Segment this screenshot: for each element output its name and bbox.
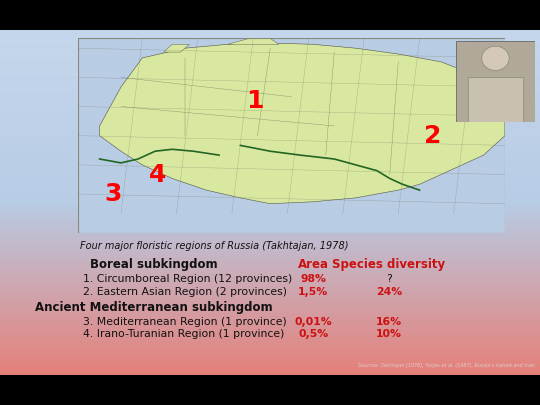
Text: 0,01%: 0,01% [294,317,332,327]
Text: 16%: 16% [376,317,402,327]
Text: 3: 3 [105,182,122,206]
Polygon shape [228,38,279,44]
Text: 4. Irano-Turanian Region (1 province): 4. Irano-Turanian Region (1 province) [83,329,284,339]
Text: Sources: Takhtajan (1978), Yurjev et al. (1987). Russia's nature and man: Sources: Takhtajan (1978), Yurjev et al.… [357,363,535,368]
Ellipse shape [482,46,509,70]
Text: 1,5%: 1,5% [298,287,328,296]
Polygon shape [99,43,505,204]
Text: 2: 2 [424,124,441,148]
Text: 4: 4 [148,162,166,187]
Text: 1. Circumboreal Region (12 provinces): 1. Circumboreal Region (12 provinces) [83,275,292,284]
Text: Ancient Mediterranean subkingdom: Ancient Mediterranean subkingdom [35,301,273,314]
Text: 1: 1 [247,89,264,113]
Text: 10%: 10% [376,329,402,339]
Bar [0,375,540,405]
Text: 24%: 24% [376,287,402,296]
Polygon shape [164,44,189,52]
Text: Area: Area [298,258,329,271]
Bar [0,0,540,30]
Text: 3. Mediterranean Region (1 province): 3. Mediterranean Region (1 province) [83,317,286,327]
Text: Four major floristic regions of Russia (Takhtajan, 1978): Four major floristic regions of Russia (… [80,241,348,251]
Text: Boreal subkingdom: Boreal subkingdom [90,258,218,271]
Text: ?: ? [386,275,391,284]
Bar [468,77,523,122]
Text: 98%: 98% [300,275,326,284]
Text: 2. Eastern Asian Region (2 provinces): 2. Eastern Asian Region (2 provinces) [83,287,287,296]
Text: 0,5%: 0,5% [298,329,328,339]
Text: Species diversity: Species diversity [332,258,446,271]
